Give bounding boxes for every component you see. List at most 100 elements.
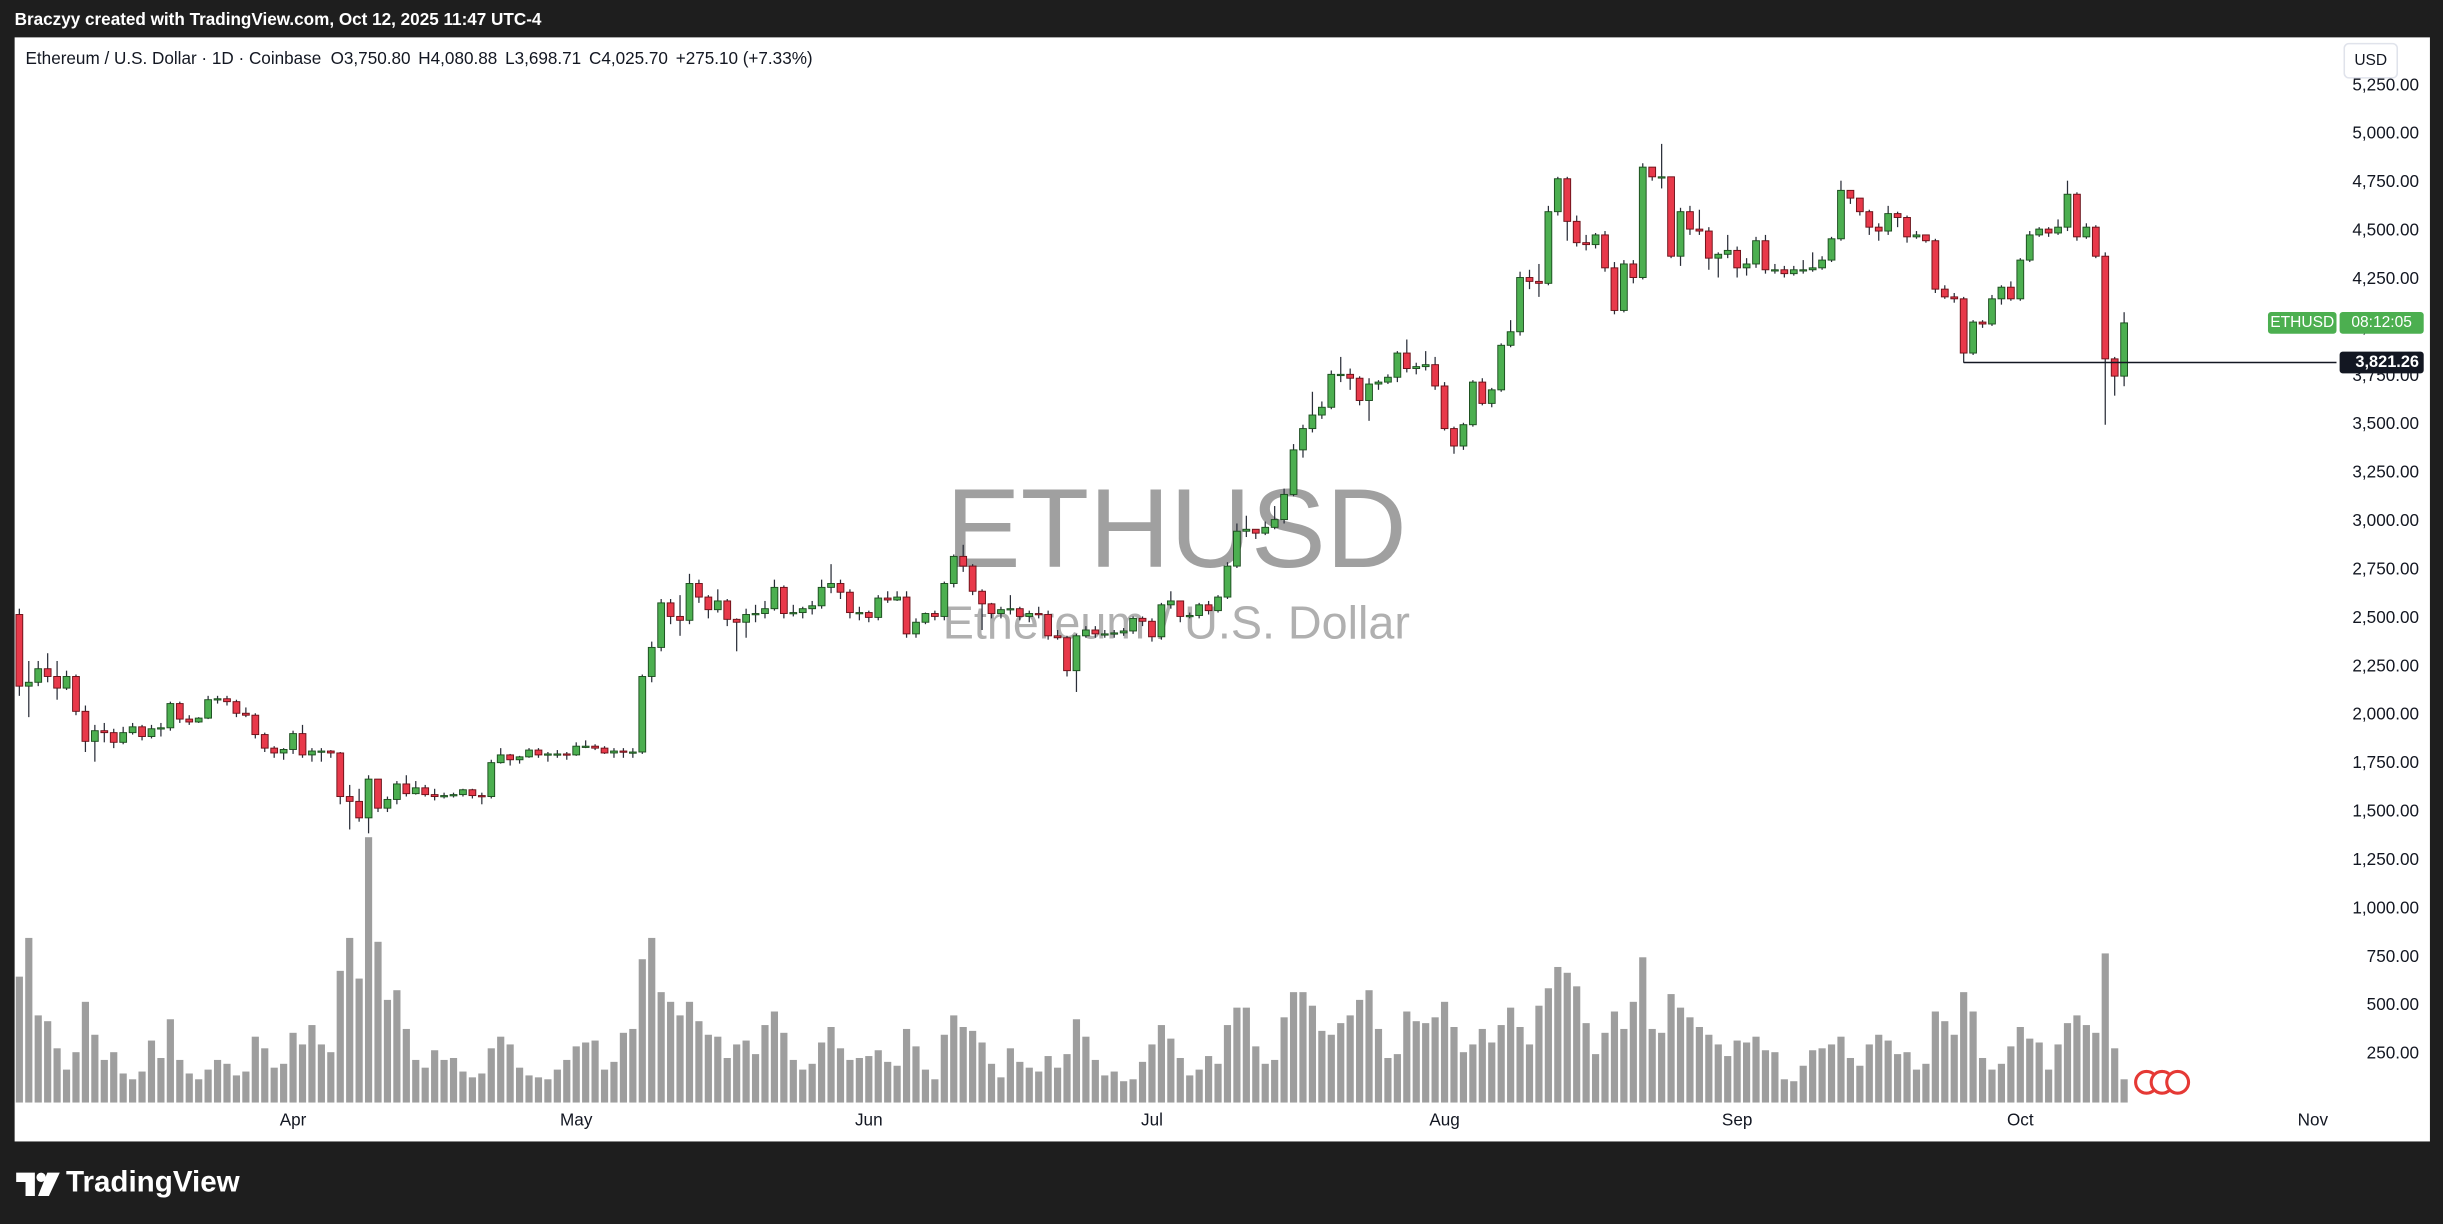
candle-body [883,597,892,601]
volume-bar [1176,1057,1184,1103]
volume-bar [1988,1069,1996,1103]
candle-body [1563,178,1572,222]
chart-pane [14,37,2430,1142]
candle-body [1082,629,1090,637]
candle-body [1459,424,1468,447]
candle-body [525,749,533,758]
candle-body [138,726,146,737]
volume-bar [1903,1052,1911,1103]
candle-body [751,613,760,616]
volume-bar [874,1050,882,1103]
candle-body [1544,211,1553,284]
volume-bar [1573,986,1581,1103]
volume-bar [1733,1040,1741,1103]
candle-body [15,614,24,687]
volume-bar [1969,1011,1977,1103]
watermark-subtitle: Ethereum / U.S. Dollar [943,596,1410,648]
volume-bar [497,1036,505,1103]
volume-bar [2026,1038,2034,1103]
candle-body [430,794,439,798]
volume-bar [1374,1028,1383,1103]
candle-body [1223,565,1232,598]
event-flags[interactable] [2134,1069,2191,1095]
candle-body [1648,166,1657,178]
volume-bar [487,1048,495,1103]
candle-body [1601,234,1609,269]
volume-bar [232,1075,241,1103]
volume-bar [1978,1057,1987,1103]
candle-body [1261,526,1270,534]
currency[interactable]: USD [2354,52,2387,69]
volume-tick-label: 250.00 [2367,1044,2419,1063]
candle-body [1034,613,1043,616]
volume-bar [1384,1057,1392,1103]
candle-body [676,615,684,621]
volume-bar [421,1067,429,1103]
candle-body [1978,321,1987,325]
volume-bar [2101,953,2109,1103]
volume-bar [846,1059,854,1103]
y-tick-label: 3,500.00 [2352,414,2419,433]
volume-bar [1544,988,1552,1103]
volume-bar [2045,1069,2053,1103]
candle-body [1006,608,1015,611]
candle-body [1251,528,1260,534]
volume-bar [1648,1028,1656,1103]
candle-body [477,795,486,798]
volume-bar [1450,1027,1458,1103]
volume-bar [836,1048,845,1103]
legend-key: H [418,49,430,68]
candle-body [987,603,996,614]
volume-bar [2016,1027,2024,1103]
legend-change-pct: (+7.33%) [743,49,813,68]
volume-bar [884,1061,892,1103]
x-tick-label: Nov [2298,1111,2329,1130]
volume-bar [676,1015,684,1103]
candle-body [779,586,788,614]
y-tick-label: 1,250.00 [2352,850,2419,869]
candle-body [100,730,109,734]
volume-bar [261,1048,269,1103]
candle-body [912,621,920,635]
volume-bar [761,1025,769,1103]
candle-body [1355,377,1364,401]
candle-body [1327,373,1336,408]
volume-bar [1714,1044,1722,1103]
candle-body [1657,176,1666,179]
volume-bar [1412,1021,1420,1103]
candle-body [279,749,288,754]
candle-body [1289,449,1298,495]
volume-bar [629,1028,637,1103]
volume-bar [1261,1063,1269,1103]
candle-body [1384,376,1392,383]
volume-bar [1120,1081,1128,1103]
candle-body [1516,277,1524,333]
candle-body [1714,253,1723,259]
candle-body [411,787,420,795]
y-tick-label: 2,500.00 [2352,608,2419,627]
volume-bar [1610,1011,1619,1103]
volume-bar [2054,1044,2062,1103]
volume-bar [1752,1036,1760,1103]
currency-box[interactable] [2343,42,2399,79]
logo-mark [37,1172,60,1196]
candle-body [53,676,61,689]
volume-bar [1431,1017,1439,1103]
volume-bar [1186,1075,1194,1103]
candle-body [572,745,581,756]
volume-bar [1091,1059,1099,1103]
volume-bar [516,1067,524,1103]
candle-body [647,646,656,677]
candle-body [1931,240,1940,290]
candle-body [1572,220,1581,244]
volume-bar [1365,990,1373,1103]
volume-bar [81,1001,90,1103]
event-flag[interactable] [2165,1069,2191,1095]
volume-bar [987,1063,996,1103]
candle-body [1950,296,1959,300]
candle-body [383,798,392,809]
volume-bar [1356,999,1364,1103]
candle-body [610,750,618,754]
candle-body [1053,635,1062,639]
volume-bar [1960,992,1968,1103]
